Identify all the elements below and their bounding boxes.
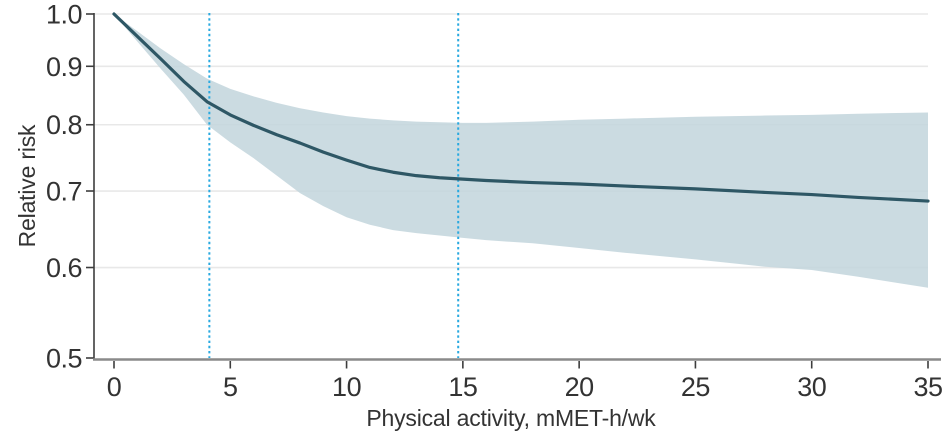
x-tick-label: 30 — [797, 372, 826, 402]
x-tick-label: 25 — [681, 372, 710, 402]
y-tick-label: 0.8 — [46, 110, 82, 140]
y-tick-label: 0.5 — [46, 344, 82, 374]
x-tick-label: 0 — [107, 372, 122, 402]
x-tick-label: 5 — [223, 372, 238, 402]
x-axis-title: Physical activity, mMET-h/wk — [366, 405, 656, 431]
x-tick-label: 15 — [448, 372, 477, 402]
y-tick-label: 1.0 — [46, 0, 82, 30]
x-tick-label: 20 — [565, 372, 594, 402]
y-tick-label: 0.9 — [46, 52, 82, 82]
y-tick-label: 0.6 — [46, 253, 82, 283]
x-tick-label: 10 — [332, 372, 361, 402]
x-tick-label: 35 — [913, 372, 942, 402]
risk-curve — [112, 12, 930, 203]
y-tick-label: 0.7 — [46, 177, 82, 207]
confidence-band — [114, 14, 928, 288]
